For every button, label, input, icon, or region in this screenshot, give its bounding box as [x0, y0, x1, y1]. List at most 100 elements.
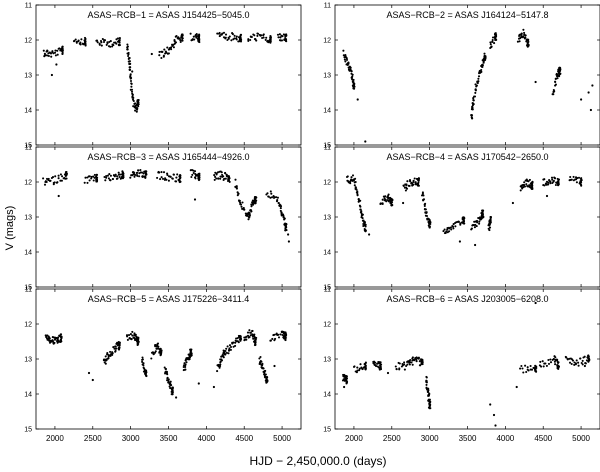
data-point: [129, 79, 133, 83]
data-point: [128, 337, 131, 340]
data-point: [429, 403, 432, 406]
data-point: [192, 171, 195, 175]
data-point: [239, 336, 242, 339]
data-point: [222, 349, 225, 352]
data-point: [285, 223, 288, 226]
data-point: [488, 229, 491, 232]
data-point: [112, 346, 115, 349]
data-point: [494, 32, 497, 35]
data-point: [273, 333, 276, 336]
data-point: [57, 177, 60, 180]
data-point: [169, 175, 172, 178]
data-point: [416, 177, 419, 181]
data-point: [269, 190, 272, 193]
y-tick-label: 12: [323, 322, 331, 329]
data-point: [109, 179, 112, 182]
data-point: [352, 80, 355, 84]
data-point: [57, 336, 60, 339]
data-point: [269, 339, 272, 342]
data-point: [64, 171, 67, 174]
data-point: [387, 193, 390, 196]
data-point: [269, 196, 272, 199]
data-point: [258, 357, 261, 360]
data-point: [166, 373, 169, 376]
x-tick-label: 4500: [235, 434, 253, 443]
data-point: [552, 179, 555, 182]
data-point: [133, 175, 136, 178]
data-point: [363, 221, 366, 224]
data-point: [56, 49, 59, 52]
data-point-outlier: [175, 396, 178, 399]
panel-frame: [35, 146, 302, 288]
data-point: [198, 38, 201, 41]
data-point: [574, 363, 577, 366]
data-point: [109, 174, 112, 177]
data-point-outlier: [50, 73, 54, 77]
data-point: [225, 347, 228, 350]
y-tick-label: 14: [24, 108, 32, 115]
data-point: [253, 339, 256, 342]
y-tick-label: 15: [323, 427, 331, 434]
data-point: [171, 389, 174, 392]
data-point: [176, 173, 179, 176]
data-point: [363, 363, 367, 366]
data-point: [249, 209, 252, 212]
data-point: [279, 207, 282, 210]
x-tick-label: 4000: [496, 434, 514, 443]
data-point: [353, 184, 356, 187]
data-point: [534, 364, 537, 367]
data-point: [265, 377, 268, 381]
data-point: [558, 70, 561, 73]
data-point: [226, 38, 229, 42]
data-point-outlier: [580, 98, 583, 101]
data-point: [138, 175, 141, 178]
data-point: [277, 336, 281, 339]
x-tick-label: 2500: [84, 434, 102, 443]
data-point: [494, 34, 497, 37]
data-point: [86, 181, 89, 184]
data-point: [442, 230, 445, 233]
data-point: [47, 54, 50, 58]
data-point: [114, 173, 117, 176]
data-point: [520, 32, 523, 35]
data-point: [242, 206, 245, 210]
data-point: [259, 355, 262, 359]
data-point: [189, 354, 192, 357]
data-point: [264, 38, 267, 41]
data-point: [238, 37, 242, 40]
data-point: [167, 379, 170, 383]
data-point: [553, 360, 556, 363]
data-point: [284, 225, 287, 228]
data-point: [213, 174, 216, 177]
data-point-outlier: [386, 371, 390, 375]
data-point: [88, 179, 91, 182]
y-tick-label: 12: [323, 38, 331, 45]
data-point: [354, 177, 357, 180]
data-point: [118, 173, 122, 176]
y-tick-label: 11: [25, 287, 32, 294]
data-point: [357, 200, 360, 203]
data-point: [553, 355, 556, 358]
data-point: [175, 176, 178, 179]
data-point: [275, 200, 279, 203]
data-point: [54, 175, 57, 178]
y-tick-label: 14: [24, 250, 32, 257]
data-point: [518, 40, 521, 43]
data-point: [279, 205, 283, 208]
data-point: [126, 48, 129, 51]
data-point: [106, 42, 109, 45]
data-point: [355, 188, 358, 191]
data-point: [557, 361, 560, 364]
data-point: [128, 56, 131, 60]
data-point: [234, 178, 237, 181]
data-point: [163, 48, 166, 51]
data-point: [404, 189, 407, 192]
data-point: [424, 202, 427, 205]
data-point: [557, 182, 560, 185]
data-point: [284, 34, 287, 38]
data-point: [277, 333, 280, 336]
data-point: [132, 96, 135, 99]
data-point: [390, 201, 394, 204]
data-point: [54, 49, 57, 52]
data-point: [472, 103, 475, 106]
